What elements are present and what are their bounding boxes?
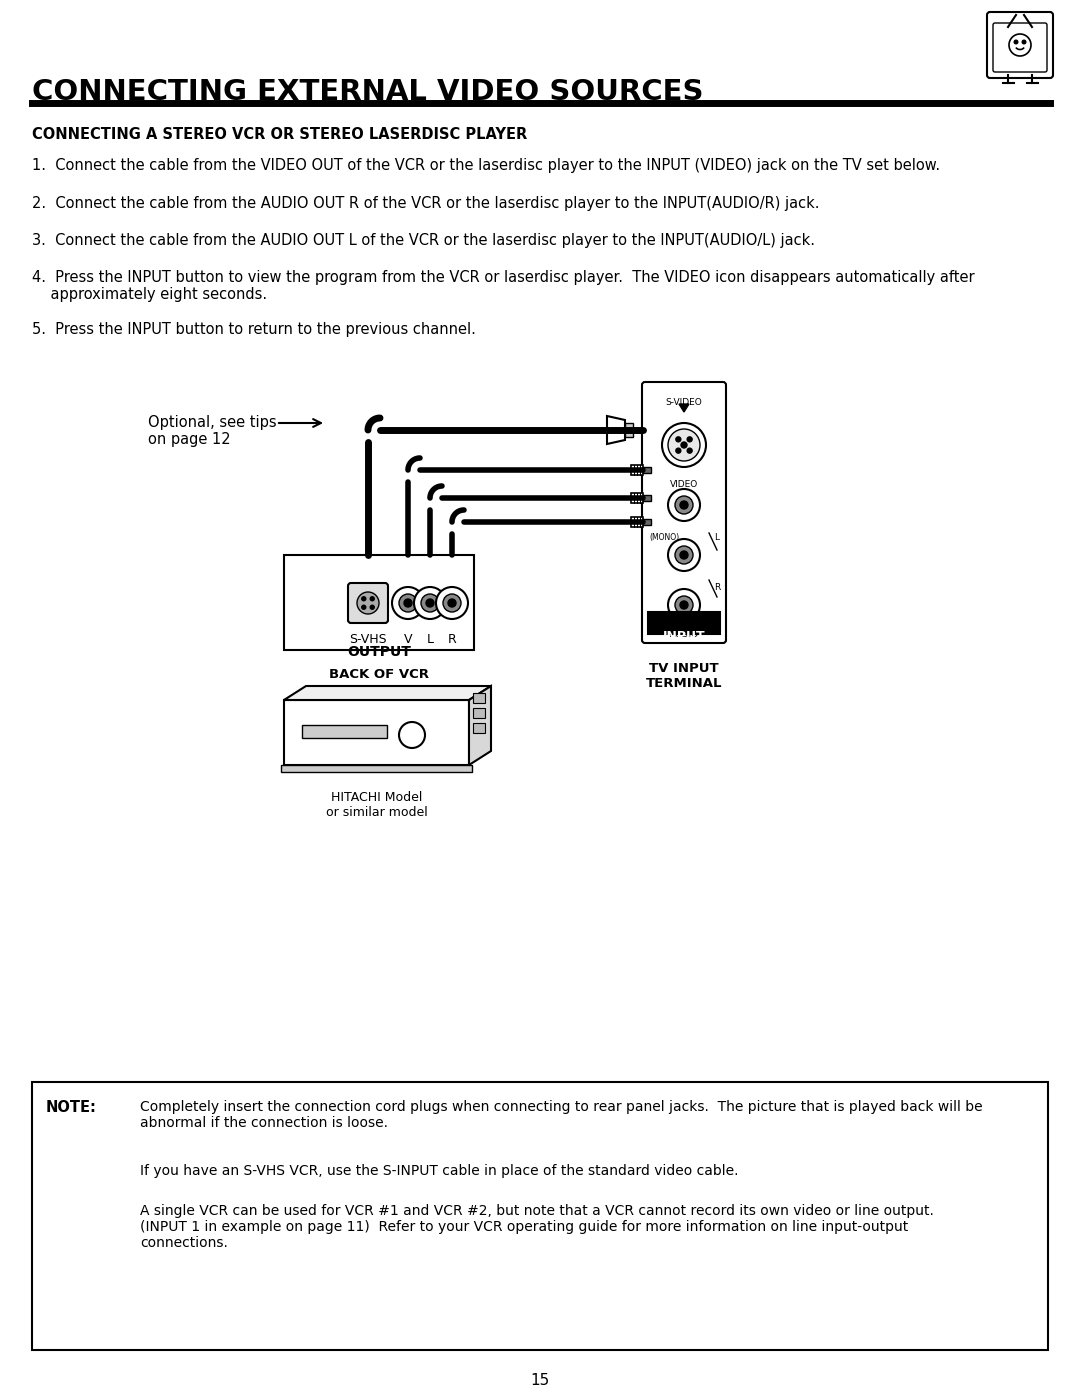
Text: 15: 15 [530,1373,550,1389]
Text: TV INPUT
TERMINAL: TV INPUT TERMINAL [646,662,723,690]
Bar [281,766,472,773]
Circle shape [669,539,700,571]
Circle shape [399,722,426,747]
Circle shape [680,502,688,509]
Text: 4.  Press the INPUT button to view the program from the VCR or laserdisc player.: 4. Press the INPUT button to view the pr… [32,270,974,302]
Text: L: L [715,534,719,542]
Bar [284,555,474,650]
FancyArrowPatch shape [279,419,321,427]
Text: BACK OF VCR: BACK OF VCR [329,668,429,680]
Circle shape [370,597,375,601]
Circle shape [662,423,706,467]
Text: S-VHS: S-VHS [349,633,387,645]
Polygon shape [679,404,689,412]
Circle shape [675,496,693,514]
Circle shape [681,441,687,448]
FancyBboxPatch shape [642,381,726,643]
Circle shape [357,592,379,615]
Text: INPUT: INPUT [663,630,705,643]
Text: OUTPUT: OUTPUT [347,645,410,659]
Bar [302,725,387,738]
Circle shape [669,489,700,521]
Circle shape [676,448,680,453]
Circle shape [421,594,438,612]
Circle shape [362,597,366,601]
Circle shape [1009,34,1031,56]
Bar [473,693,485,703]
FancyBboxPatch shape [987,13,1053,78]
Text: V: V [404,633,413,645]
Text: (MONO): (MONO) [649,534,679,542]
Bar [631,465,643,475]
Text: If you have an S-VHS VCR, use the S-INPUT cable in place of the standard video c: If you have an S-VHS VCR, use the S-INPU… [140,1164,739,1178]
Circle shape [414,587,446,619]
Bar [643,467,651,474]
Text: R: R [714,583,720,592]
Circle shape [362,605,366,609]
Text: VIDEO: VIDEO [670,481,698,489]
Text: HITACHI Model
or similar model: HITACHI Model or similar model [326,791,428,819]
FancyBboxPatch shape [993,22,1047,73]
Circle shape [436,587,468,619]
Text: Optional, see tips
on page 12: Optional, see tips on page 12 [148,415,276,447]
Text: 3.  Connect the cable from the AUDIO OUT L of the VCR or the laserdisc player to: 3. Connect the cable from the AUDIO OUT … [32,233,815,249]
Bar [625,423,633,437]
Circle shape [675,546,693,564]
Text: NOTE:: NOTE: [46,1099,97,1115]
Circle shape [680,550,688,559]
Bar [284,700,469,766]
Circle shape [675,597,693,615]
Bar [32,1083,1048,1350]
Circle shape [669,429,700,461]
Circle shape [1014,41,1017,43]
Text: Completely insert the connection cord plugs when connecting to rear panel jacks.: Completely insert the connection cord pl… [140,1099,983,1130]
Circle shape [443,594,461,612]
Bar [648,612,720,634]
Circle shape [370,605,375,609]
Text: CONNECTING A STEREO VCR OR STEREO LASERDISC PLAYER: CONNECTING A STEREO VCR OR STEREO LASERD… [32,127,527,142]
Text: 2.  Connect the cable from the AUDIO OUT R of the VCR or the laserdisc player to: 2. Connect the cable from the AUDIO OUT … [32,196,820,211]
Circle shape [392,587,424,619]
Circle shape [687,448,692,453]
Polygon shape [284,686,491,700]
Bar [643,495,651,502]
Text: L: L [427,633,433,645]
Text: R: R [447,633,457,645]
Circle shape [426,599,434,608]
Polygon shape [469,686,491,766]
Circle shape [676,437,680,441]
Bar [473,724,485,733]
Circle shape [1022,41,1026,43]
Circle shape [687,437,692,441]
Bar [643,520,651,525]
Circle shape [399,594,417,612]
Text: 1.  Connect the cable from the VIDEO OUT of the VCR or the laserdisc player to t: 1. Connect the cable from the VIDEO OUT … [32,158,940,173]
Circle shape [680,601,688,609]
FancyBboxPatch shape [348,583,388,623]
Text: CONNECTING EXTERNAL VIDEO SOURCES: CONNECTING EXTERNAL VIDEO SOURCES [32,78,703,106]
Bar [631,517,643,527]
Text: 5.  Press the INPUT button to return to the previous channel.: 5. Press the INPUT button to return to t… [32,321,476,337]
Text: A single VCR can be used for VCR #1 and VCR #2, but note that a VCR cannot recor: A single VCR can be used for VCR #1 and … [140,1204,934,1250]
Text: S-VIDEO: S-VIDEO [665,398,702,407]
Circle shape [669,590,700,622]
Bar [631,493,643,503]
Polygon shape [607,416,625,444]
Circle shape [448,599,456,608]
Bar [473,708,485,718]
Circle shape [404,599,411,608]
Text: AUDIO: AUDIO [670,630,699,638]
